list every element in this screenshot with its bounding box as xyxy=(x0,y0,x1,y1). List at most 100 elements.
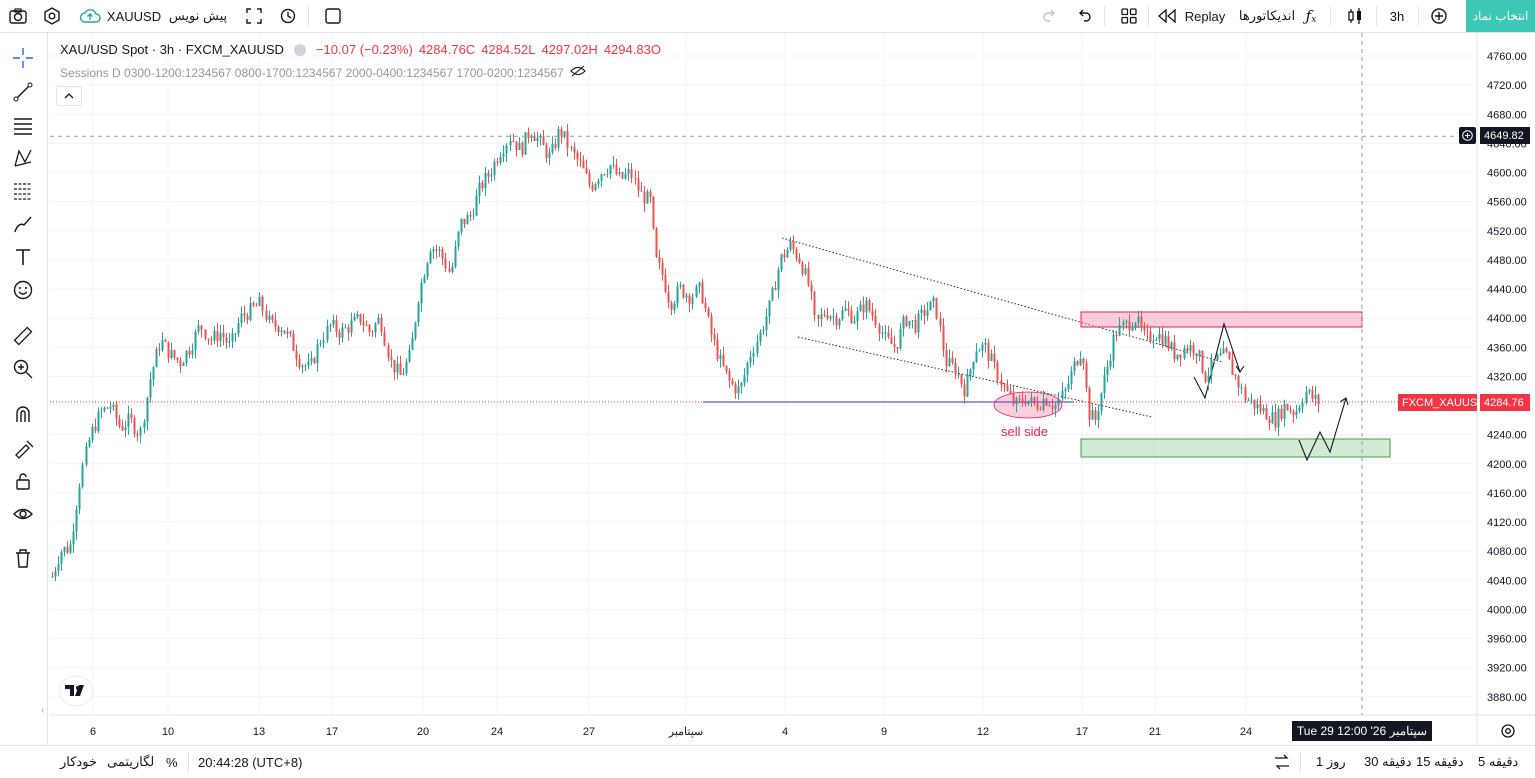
candle-body xyxy=(133,417,136,435)
candle-body xyxy=(1039,409,1042,411)
undo-icon[interactable] xyxy=(1072,0,1096,32)
candle-body xyxy=(1128,321,1131,331)
timezone-clock[interactable]: 20:44:28 (UTC+8) xyxy=(198,754,303,770)
eye-visibility-icon[interactable] xyxy=(8,499,38,529)
candle-body xyxy=(487,173,490,177)
candle-body xyxy=(240,313,243,323)
candle-body xyxy=(743,375,746,384)
legend-title[interactable]: XAU/USD Spot · 3h · FXCM_XAUUSD xyxy=(60,42,284,57)
candle-body xyxy=(634,178,637,180)
candle-body xyxy=(377,317,380,324)
camera-icon[interactable] xyxy=(4,0,32,32)
emoji-icon[interactable] xyxy=(8,275,38,305)
candle-body xyxy=(121,426,124,430)
price-chart[interactable]: 4760.004720.004680.004640.004600.004560.… xyxy=(0,0,1535,745)
replay-button[interactable]: Replay xyxy=(1184,8,1226,24)
candle-body xyxy=(1158,333,1161,340)
candle-body xyxy=(1286,404,1289,411)
log-scale-button[interactable]: لگاریتمی xyxy=(107,754,155,769)
sessions-label[interactable]: Sessions D 0300-1200:1234567 0800-1700:1… xyxy=(60,65,564,80)
candle-body xyxy=(695,286,698,297)
cloud-save-icon[interactable] xyxy=(78,0,102,32)
crosshair-icon[interactable] xyxy=(8,43,38,73)
candle-body xyxy=(673,303,676,310)
lock-icon[interactable] xyxy=(8,466,38,496)
candle-body xyxy=(1073,361,1076,372)
candle-body xyxy=(286,331,289,334)
axis-settings-icon[interactable] xyxy=(1499,722,1517,740)
tradingview-logo[interactable] xyxy=(60,677,92,705)
sell-side-label[interactable]: sell side xyxy=(1001,424,1048,439)
fullscreen-icon[interactable] xyxy=(242,0,266,32)
candle-body xyxy=(289,331,292,334)
redo-icon[interactable] xyxy=(1038,0,1062,32)
select-symbol-button[interactable]: انتخاب نماد xyxy=(1466,0,1535,32)
candles-chart-type-icon[interactable] xyxy=(1342,0,1368,32)
legend-dot-icon xyxy=(293,43,306,56)
candle-body xyxy=(530,136,533,138)
collapse-legend-button[interactable] xyxy=(56,86,82,106)
zoom-in-icon[interactable] xyxy=(8,354,38,384)
magnet-icon[interactable] xyxy=(8,399,38,429)
symbol-name[interactable]: XAUUSD xyxy=(106,8,162,24)
candle-body xyxy=(923,309,926,316)
candle-body xyxy=(728,370,731,381)
replay-rewind-icon[interactable] xyxy=(1154,0,1180,32)
candle-body xyxy=(756,341,759,354)
candle-body xyxy=(338,332,341,338)
candle-body xyxy=(606,173,609,175)
hide-eye-icon[interactable] xyxy=(570,65,586,80)
chart-legend: XAU/USD Spot · 3h · FXCM_XAUUSD −10.07 (… xyxy=(60,42,661,57)
candle-body xyxy=(1137,316,1140,323)
candle-body xyxy=(978,350,981,352)
candle-body xyxy=(1228,351,1231,360)
goto-date-icon[interactable] xyxy=(1272,746,1292,778)
candle-body xyxy=(600,174,603,181)
candle-body xyxy=(954,362,957,375)
settings-hexagon-icon[interactable] xyxy=(38,0,66,32)
range-5m[interactable]: 5 دقیقه xyxy=(1478,754,1519,769)
pine-editor-label[interactable]: پیش نویس xyxy=(168,8,228,23)
candle-body xyxy=(521,142,524,155)
layout-grid-icon[interactable] xyxy=(1116,0,1142,32)
horizontal-lines-icon[interactable] xyxy=(8,110,38,140)
candle-body xyxy=(524,132,527,155)
collapse-left-handle[interactable]: ‹ xyxy=(41,705,45,716)
pattern-tool-icon[interactable] xyxy=(8,143,38,173)
candle-body xyxy=(200,325,203,330)
candle-body xyxy=(457,231,460,247)
trash-icon[interactable] xyxy=(8,543,38,573)
candle-body xyxy=(966,375,969,397)
range-1d[interactable]: 1 روز xyxy=(1316,754,1346,769)
candle-body xyxy=(66,547,69,553)
candle-body xyxy=(996,362,999,381)
trend-line-icon[interactable] xyxy=(8,77,38,107)
stay-drawing-icon[interactable] xyxy=(8,433,38,463)
ruler-icon[interactable] xyxy=(8,321,38,351)
layout-square-icon[interactable] xyxy=(320,0,346,32)
candle-body xyxy=(1292,411,1295,416)
range-15m[interactable]: 15 دقیقه xyxy=(1416,754,1464,769)
brush-icon[interactable] xyxy=(8,209,38,239)
percent-scale-button[interactable]: % xyxy=(166,754,178,770)
candle-body xyxy=(261,296,264,311)
candle-body xyxy=(51,576,54,578)
legend-open: 4294.83O xyxy=(603,42,661,57)
fib-tool-icon[interactable] xyxy=(8,176,38,206)
add-alert-plus-icon[interactable] xyxy=(1459,127,1476,144)
candle-body xyxy=(826,315,829,319)
alert-clock-icon[interactable] xyxy=(276,0,300,32)
text-tool-icon[interactable] xyxy=(8,242,38,272)
candle-body xyxy=(265,310,268,320)
add-symbol-icon[interactable] xyxy=(1426,0,1452,32)
indicators-button[interactable]: اندیکاتورها xyxy=(1238,8,1296,23)
auto-scale-button[interactable]: خودکار xyxy=(60,754,97,769)
candle-body xyxy=(1115,334,1118,336)
range-30m[interactable]: 30 دقیقه xyxy=(1364,754,1412,769)
candle-body xyxy=(570,147,573,149)
interval-button[interactable]: 3h xyxy=(1389,8,1405,24)
candle-body xyxy=(246,316,249,321)
price-tick-label: 4120.00 xyxy=(1487,517,1527,529)
time-tick-label: سپتامبر xyxy=(668,726,704,738)
